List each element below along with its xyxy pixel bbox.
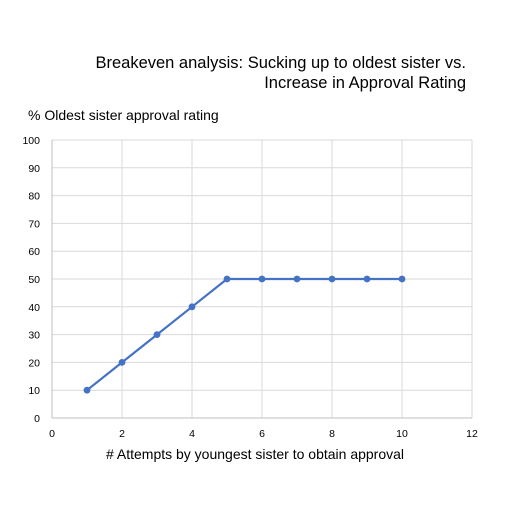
x-tick-label: 8 [329, 428, 335, 440]
data-point [118, 359, 126, 366]
x-tick-label: 6 [259, 428, 265, 440]
data-point [83, 386, 91, 394]
y-axis-label: % Oldest sister approval rating [28, 107, 219, 123]
chart-title-line-2: Increase in Approval Rating [264, 74, 466, 92]
y-tick-label: 60 [28, 246, 40, 258]
x-tick-label: 10 [396, 428, 408, 440]
y-tick-label: 10 [28, 385, 40, 397]
x-tick-label: 0 [49, 428, 55, 440]
y-tick-label: 20 [28, 357, 40, 369]
y-tick-label: 50 [28, 274, 40, 286]
y-tick-label: 70 [28, 218, 40, 230]
y-tick-label: 80 [28, 191, 40, 203]
x-tick-label: 12 [466, 428, 478, 440]
x-axis-label: # Attempts by youngest sister to obtain … [105, 446, 405, 462]
series-line [86, 277, 402, 392]
data-point [153, 331, 161, 338]
data-point [188, 303, 196, 311]
y-tick-label: 0 [34, 413, 40, 425]
data-point [293, 275, 301, 283]
data-point [223, 275, 231, 283]
x-tick-label: 4 [189, 428, 195, 440]
y-tick-label: 90 [28, 163, 40, 175]
y-tick-label: 30 [28, 330, 40, 342]
x-tick-label: 2 [119, 428, 125, 440]
data-point [363, 275, 371, 283]
data-point [258, 275, 266, 283]
data-point [398, 275, 406, 283]
chart-title-line-1: Breakeven analysis: Sucking up to oldest… [95, 54, 466, 72]
y-tick-label: 40 [28, 302, 40, 314]
data-point [328, 275, 336, 283]
y-tick-label: 100 [22, 135, 40, 147]
